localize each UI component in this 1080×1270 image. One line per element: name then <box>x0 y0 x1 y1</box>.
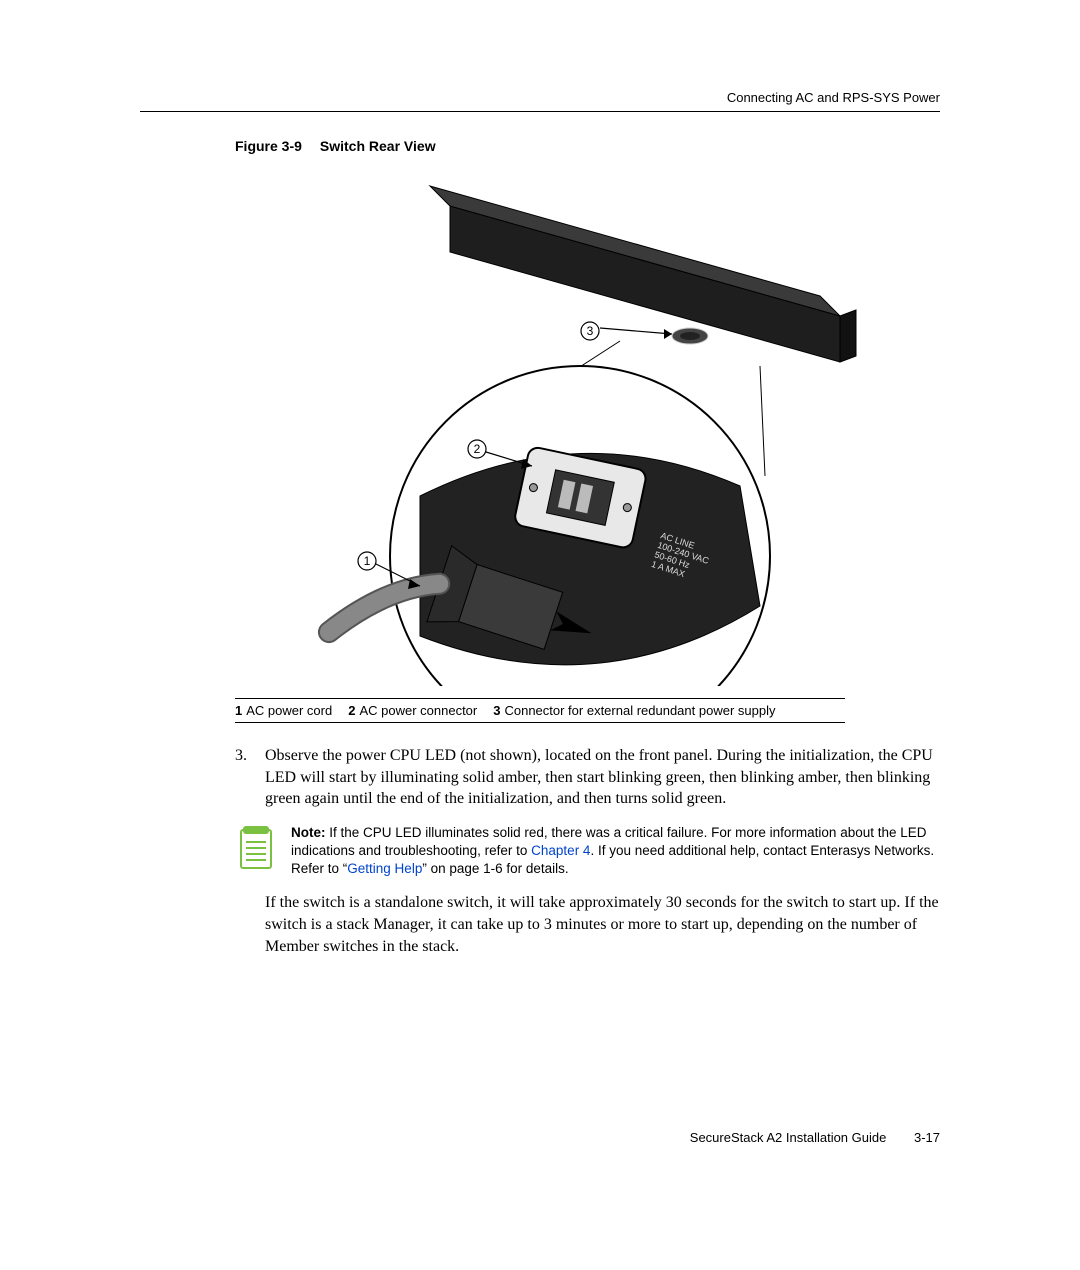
running-header: Connecting AC and RPS-SYS Power <box>140 90 940 112</box>
note-icon <box>235 824 277 872</box>
figure-legend: 1 AC power cord 2 AC power connector 3 Conn… <box>235 698 845 723</box>
svg-text:2: 2 <box>474 442 481 456</box>
link-getting-help[interactable]: Getting Help <box>347 861 422 876</box>
figure-title: Switch Rear View <box>320 138 436 154</box>
note-t3: ” on page 1-6 for details. <box>422 861 568 876</box>
legend-text-1: AC power cord <box>246 703 332 718</box>
footer-title: SecureStack A2 Installation Guide <box>690 1130 887 1145</box>
link-chapter4[interactable]: Chapter 4 <box>531 843 590 858</box>
legend-text-2: AC power connector <box>359 703 477 718</box>
callout-3-marker: 3 <box>581 322 672 340</box>
figure-number: Figure 3-9 <box>235 138 302 154</box>
note-text: Note: If the CPU LED illuminates solid r… <box>291 824 940 879</box>
footer-page-number: 3-17 <box>914 1130 940 1145</box>
legend-text-3: Connector for external redundant power s… <box>504 703 775 718</box>
page-footer: SecureStack A2 Installation Guide 3-17 <box>140 1130 940 1145</box>
step-number: 3. <box>235 745 265 810</box>
magnified-view: AC LINE 100-240 VAC 50-60 Hz 1 A MAX <box>329 366 770 686</box>
svg-text:1: 1 <box>364 554 371 568</box>
legend-num-3: 3 <box>493 703 500 718</box>
legend-num-2: 2 <box>348 703 355 718</box>
svg-text:3: 3 <box>587 324 594 338</box>
figure-caption: Figure 3-9 Switch Rear View <box>235 138 940 154</box>
note-label: Note: <box>291 825 326 840</box>
note-block: Note: If the CPU LED illuminates solid r… <box>235 824 940 879</box>
body-paragraph: If the switch is a standalone switch, it… <box>265 892 940 957</box>
figure-diagram: 3 <box>220 166 860 686</box>
step-text: Observe the power CPU LED (not shown), l… <box>265 745 940 810</box>
legend-num-1: 1 <box>235 703 242 718</box>
switch-chassis <box>430 186 856 362</box>
step-3: 3. Observe the power CPU LED (not shown)… <box>235 745 940 810</box>
